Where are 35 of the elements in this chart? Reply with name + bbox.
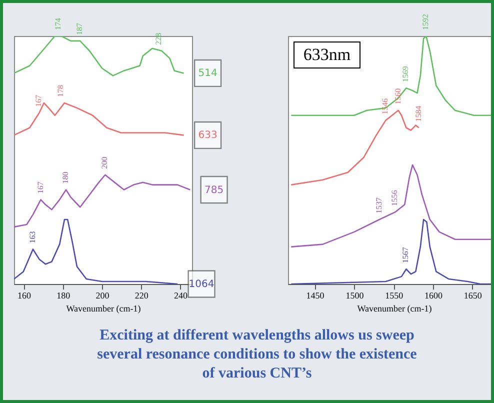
x-tick-label: 1650	[464, 290, 482, 300]
x-axis-title: Wavenumber (cm-1)	[66, 304, 141, 314]
x-tick-label: 200	[96, 290, 110, 300]
annotation: 200	[100, 156, 110, 169]
annotation: 174	[54, 18, 63, 30]
annotation: 633nm	[303, 45, 351, 64]
annotation: 167	[34, 94, 44, 107]
annotation: 1569	[401, 66, 410, 82]
x-tick-label: 1550	[385, 290, 404, 300]
x-tick-label: 160	[18, 290, 32, 300]
annotation: 187	[75, 22, 84, 35]
series-label: 1064	[188, 279, 214, 290]
series-label: 633	[198, 130, 218, 142]
annotation: 1537	[374, 198, 384, 214]
annotation: 1567	[401, 247, 410, 264]
annotation: 228	[154, 32, 164, 45]
x-tick-label: 1500	[346, 290, 364, 300]
x-tick-label: 220	[134, 290, 149, 300]
annotation: 163	[28, 231, 37, 244]
x-tick-label: 1450	[306, 290, 325, 300]
annotation: 180	[61, 172, 70, 184]
annotation: 1546	[380, 98, 390, 114]
x-tick-label: 180	[56, 290, 71, 300]
annotation: 1584	[414, 106, 423, 122]
annotation: 167	[36, 182, 45, 194]
annotation: 1560	[393, 88, 402, 104]
series-label: 785	[204, 184, 224, 196]
x-axis-title: Wavenumber (cm-1)	[357, 304, 432, 314]
x-tick-label: 240	[174, 290, 188, 300]
annotation: 1592	[421, 14, 430, 30]
annotation: 1556	[390, 190, 400, 206]
text: Exciting at different wavelengths allows us sweep several resonance conditions to show the existence of various CNT’s	[97, 328, 418, 382]
series-label: 514	[198, 68, 218, 80]
x-tick-label: 1600	[424, 290, 444, 300]
annotation: 178	[56, 84, 66, 97]
